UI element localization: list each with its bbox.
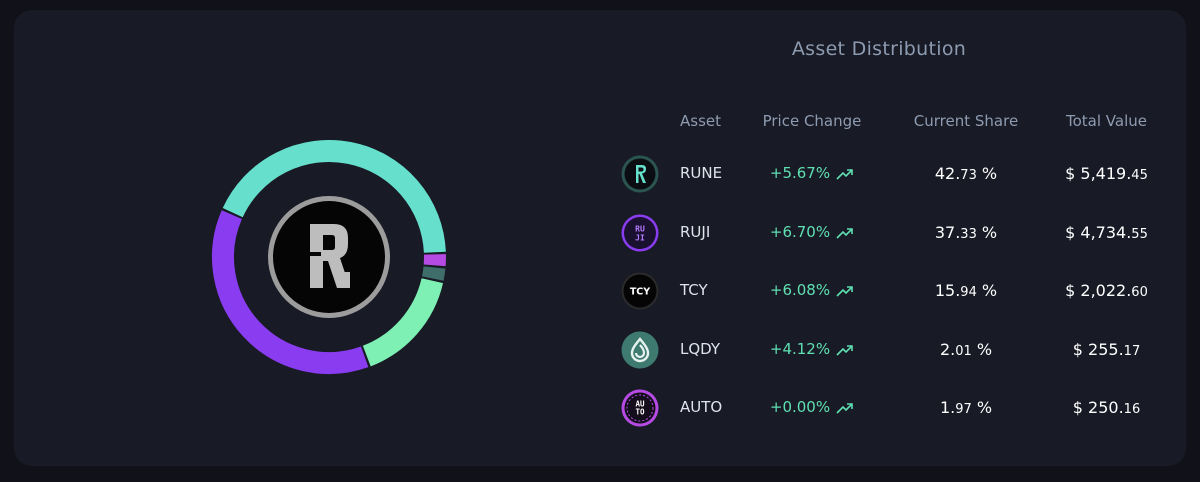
share-decimal: 01 <box>955 344 972 359</box>
donut-segments <box>212 140 446 374</box>
share-unit: % <box>971 340 993 359</box>
tcy-logo-text: TCY <box>630 287 650 298</box>
share-unit: % <box>976 164 998 183</box>
trend-up-icon <box>836 402 853 414</box>
lqdy-logo-icon <box>621 331 659 369</box>
total-value: $ 2,022.60 <box>1049 281 1164 300</box>
asset-name: LQDY <box>680 340 721 358</box>
current-share: 15.94 % <box>901 281 1031 300</box>
current-share: 2.01 % <box>901 340 1031 359</box>
value-integer: $ 250. <box>1072 398 1124 417</box>
value-integer: $ 2,022. <box>1065 281 1132 300</box>
asset-row-lqdy: LQDY +4.12% 2.01 % $ 255.17 <box>14 321 1186 379</box>
current-share: 37.33 % <box>901 223 1031 242</box>
value-decimal: 60 <box>1131 285 1148 300</box>
asset-row-tcy: TCY TCY +6.08% 15.94 % $ 2,022.60 <box>14 262 1186 320</box>
asset-name: TCY <box>680 281 708 299</box>
total-value: $ 255.17 <box>1049 340 1164 359</box>
share-decimal: 33 <box>960 227 977 242</box>
donut-segment-ruji <box>212 210 369 374</box>
svg-text:RU: RU <box>635 225 645 234</box>
value-decimal: 45 <box>1131 168 1148 183</box>
value-integer: $ 5,419. <box>1065 164 1132 183</box>
share-decimal: 97 <box>955 402 972 417</box>
current-share: 42.73 % <box>901 164 1031 183</box>
current-share: 1.97 % <box>901 398 1031 417</box>
share-integer: 42. <box>934 164 961 183</box>
column-header-total-value: Total Value <box>1066 112 1147 130</box>
trend-up-icon <box>836 344 853 356</box>
total-value: $ 5,419.45 <box>1049 164 1164 183</box>
asset-name: RUNE <box>680 164 723 182</box>
price-change: +4.12% <box>758 340 866 358</box>
share-decimal: 94 <box>960 285 977 300</box>
trend-up-icon <box>836 168 853 180</box>
share-integer: 15. <box>934 281 961 300</box>
asset-name: AUTO <box>680 398 723 416</box>
donut-svg <box>212 140 446 374</box>
total-value: $ 250.16 <box>1049 398 1164 417</box>
asset-row-ruji: RU JI RUJI +6.70% 37.33 % $ 4,734.55 <box>14 204 1186 262</box>
auto-logo-icon: AU TO <box>621 389 659 427</box>
column-header-price-change: Price Change <box>762 112 862 130</box>
price-change-value: +6.70% <box>769 223 831 241</box>
value-integer: $ 255. <box>1072 340 1124 359</box>
tcy-logo-icon: TCY <box>621 272 659 310</box>
distribution-donut-chart <box>194 122 464 392</box>
share-decimal: 73 <box>960 168 977 183</box>
share-unit: % <box>976 223 998 242</box>
center-logo-icon <box>310 224 350 288</box>
price-change-value: +5.67% <box>769 164 831 182</box>
column-header-asset: Asset <box>680 112 722 130</box>
price-change: +6.70% <box>758 223 866 241</box>
svg-text:AU: AU <box>635 400 645 409</box>
donut-segment-lqdy <box>421 266 446 281</box>
donut-segment-rune <box>222 140 446 253</box>
price-change: +0.00% <box>758 398 866 416</box>
value-decimal: 55 <box>1131 227 1148 242</box>
ruji-logo-icon: RU JI <box>621 214 659 252</box>
rune-logo-icon <box>621 155 659 193</box>
asset-row-rune: RUNE +5.67% 42.73 % $ 5,419.45 <box>14 145 1186 203</box>
share-integer: 1. <box>939 398 956 417</box>
trend-up-icon <box>836 227 853 239</box>
price-change-value: +0.00% <box>769 398 831 416</box>
share-integer: 37. <box>934 223 961 242</box>
price-change-value: +4.12% <box>769 340 831 358</box>
total-value: $ 4,734.55 <box>1049 223 1164 242</box>
price-change-value: +6.08% <box>769 281 831 299</box>
trend-up-icon <box>836 285 853 297</box>
asset-name: RUJI <box>680 223 711 241</box>
page-title: Asset Distribution <box>791 38 967 60</box>
value-integer: $ 4,734. <box>1065 223 1132 242</box>
price-change: +5.67% <box>758 164 866 182</box>
value-decimal: 16 <box>1123 402 1141 417</box>
value-decimal: 17 <box>1123 344 1141 359</box>
asset-row-auto: AU TO AUTO +0.00% 1.97 % $ 250.16 <box>14 379 1186 437</box>
asset-distribution-card: Asset Distribution Asset Price Change Cu… <box>14 10 1186 466</box>
share-unit: % <box>976 281 998 300</box>
svg-text:TO: TO <box>635 408 645 417</box>
price-change: +6.08% <box>758 281 866 299</box>
share-integer: 2. <box>939 340 956 359</box>
column-header-current-share: Current Share <box>913 112 1019 130</box>
donut-segment-tcy <box>362 277 444 367</box>
share-unit: % <box>971 398 993 417</box>
svg-text:JI: JI <box>635 234 645 243</box>
